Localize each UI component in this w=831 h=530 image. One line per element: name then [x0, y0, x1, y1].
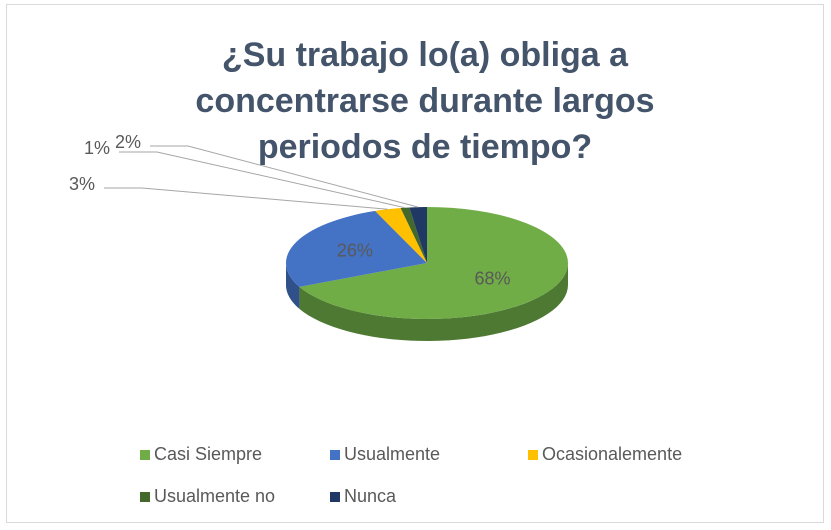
leader-line	[150, 145, 419, 208]
pie-side	[299, 263, 568, 341]
pie-slice	[375, 207, 427, 263]
chart-title: ¿Su trabajo lo(a) obliga a concentrarse …	[195, 36, 655, 166]
legend-label: Usualmente	[344, 444, 440, 464]
legend-label: Ocasionalemente	[542, 444, 682, 464]
legend-swatch	[330, 492, 340, 502]
legend-swatch	[140, 492, 150, 502]
legend-swatch	[140, 450, 150, 460]
pie-slice	[299, 207, 568, 320]
pie-slice	[400, 207, 427, 263]
data-label: 3%	[69, 174, 95, 194]
chart-border	[6, 4, 824, 523]
leader-line	[104, 187, 388, 210]
legend-label: Casi Siempre	[154, 444, 262, 464]
pie-side	[286, 263, 300, 309]
legend-swatch	[330, 450, 340, 460]
data-label: 68%	[474, 268, 510, 288]
legend-label: Usualmente no	[154, 486, 275, 506]
pie-slice	[409, 207, 427, 263]
leader-line	[119, 151, 406, 209]
legend-swatch	[528, 450, 538, 460]
data-label: 26%	[337, 240, 373, 260]
data-label: 1%	[84, 138, 110, 158]
legend-label: Nunca	[344, 486, 397, 506]
data-label: 2%	[115, 132, 141, 152]
pie-slice	[286, 210, 427, 287]
